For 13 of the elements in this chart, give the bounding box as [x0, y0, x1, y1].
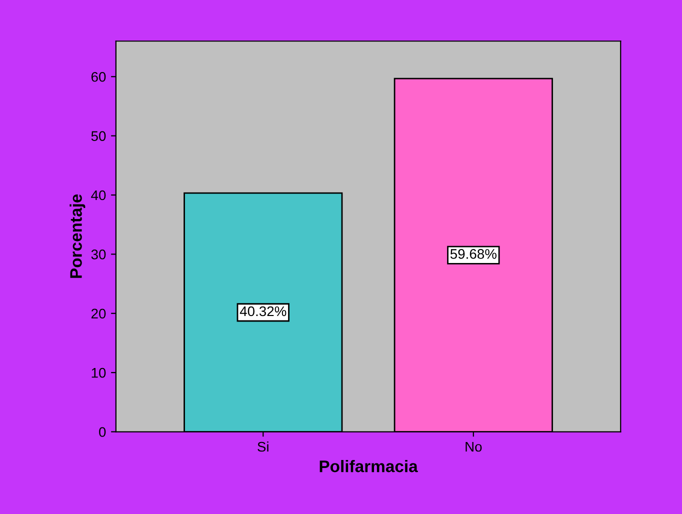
x-tick-label: No [466, 442, 482, 452]
y-tick-label: 30 [91, 250, 106, 260]
x-tick-label: Si [258, 441, 268, 452]
y-tick-label: 0 [99, 427, 106, 437]
y-tick-label: 60 [91, 72, 106, 82]
x-axis-title: Polifarmacia [320, 460, 418, 472]
y-tick-label: 50 [91, 131, 106, 141]
y-tick-label: 10 [92, 368, 106, 378]
y-axis-title: Porcentaje [70, 194, 86, 278]
data-label: 40.32% [240, 306, 286, 316]
data-label: 59.68% [450, 249, 496, 259]
y-tick-label: 20 [91, 308, 106, 319]
y-tick-label: 40 [91, 190, 106, 200]
